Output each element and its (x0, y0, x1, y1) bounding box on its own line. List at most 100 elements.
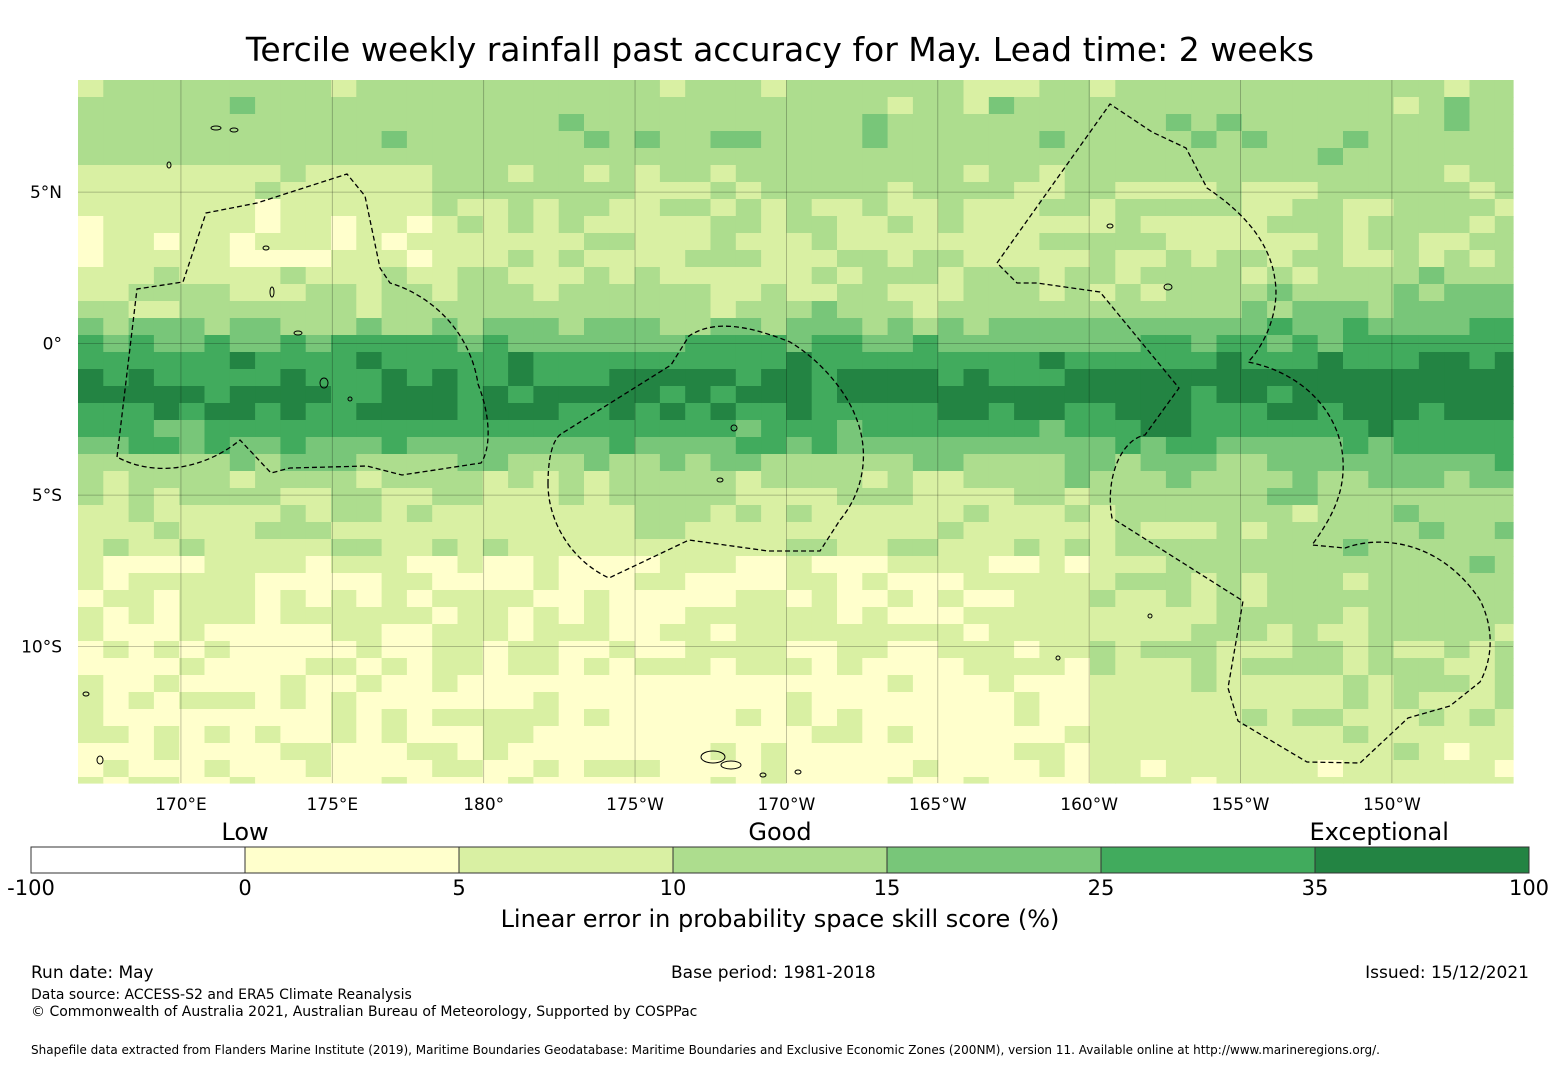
grid-cell (988, 80, 1015, 98)
grid-cell (78, 335, 104, 353)
grid-cell (558, 403, 585, 421)
grid-cell (1267, 420, 1293, 438)
grid-cell (1064, 165, 1091, 183)
grid-cell (735, 556, 762, 574)
grid-cell (103, 420, 130, 438)
grid-cell (1494, 471, 1514, 489)
grid-cell (710, 182, 737, 200)
grid-cell (1090, 573, 1116, 591)
grid-cell (381, 267, 408, 285)
grid-cell (78, 454, 104, 472)
grid-cell (179, 301, 206, 319)
grid-cell (1343, 590, 1369, 608)
grid-cell (761, 556, 787, 574)
grid-cell (1165, 199, 1192, 217)
grid-cell (1115, 97, 1142, 115)
grid-cell (1368, 233, 1395, 251)
grid-cell (153, 403, 180, 421)
grid-cell (78, 148, 104, 166)
grid-cell (229, 641, 256, 659)
grid-cell (659, 267, 686, 285)
grid-cell (1241, 131, 1268, 149)
grid-cell (811, 454, 838, 472)
grid-cell (837, 97, 863, 115)
grid-cell (1014, 556, 1040, 574)
grid-cell (533, 114, 560, 132)
grid-cell (963, 352, 990, 370)
grid-cell (609, 454, 636, 472)
grid-cell (685, 403, 712, 421)
grid-cell (255, 233, 281, 251)
grid-cell (1494, 437, 1514, 455)
grid-cell (887, 573, 914, 591)
grid-cell (584, 199, 610, 217)
grid-cell (179, 80, 206, 98)
grid-cell (1064, 301, 1091, 319)
grid-cell (1393, 267, 1420, 285)
grid-cell (78, 284, 104, 302)
grid-cell (1165, 301, 1192, 319)
grid-cell (1090, 420, 1116, 438)
grid-cell (128, 454, 155, 472)
grid-cell (963, 165, 990, 183)
grid-cell (457, 267, 484, 285)
grid-cell (1292, 216, 1319, 234)
grid-cell (1014, 233, 1040, 251)
grid-cell (609, 607, 636, 625)
grid-cell (432, 675, 459, 693)
grid-cell (1267, 641, 1293, 659)
grid-cell (1039, 131, 1066, 149)
grid-cell (1191, 539, 1218, 557)
grid-cell (1090, 454, 1116, 472)
grid-cell (938, 352, 965, 370)
grid-cell (963, 607, 990, 625)
grid-cell (78, 675, 104, 693)
grid-cell (988, 454, 1015, 472)
grid-cell (331, 403, 357, 421)
grid-cell (1267, 471, 1293, 489)
grid-cell (1418, 318, 1445, 336)
grid-cell (786, 80, 813, 98)
grid-cell (1241, 454, 1268, 472)
grid-cell (1241, 641, 1268, 659)
grid-cell (558, 233, 585, 251)
grid-cell (432, 522, 459, 540)
grid-cell (280, 556, 307, 574)
grid-cell (482, 284, 509, 302)
grid-cell (558, 318, 585, 336)
grid-cell (280, 624, 307, 642)
grid-cell (1444, 420, 1471, 438)
grid-cell (1191, 131, 1218, 149)
grid-cell (811, 148, 838, 166)
grid-cell (103, 131, 130, 149)
grid-cell (1444, 233, 1471, 251)
grid-cell (255, 301, 281, 319)
grid-cell (786, 97, 813, 115)
grid-cell (938, 658, 965, 676)
grid-cell (1014, 403, 1040, 421)
grid-cell (1292, 97, 1319, 115)
grid-cell (1014, 199, 1040, 217)
grid-cell (280, 148, 307, 166)
grid-cell (1292, 454, 1319, 472)
grid-cell (78, 471, 104, 489)
grid-cell (128, 539, 155, 557)
grid-cell (1444, 216, 1471, 234)
grid-cell (1014, 165, 1040, 183)
grid-cell (432, 590, 459, 608)
grid-cell (179, 369, 206, 387)
grid-cell (179, 335, 206, 353)
grid-cell (735, 522, 762, 540)
grid-cell (381, 505, 408, 523)
grid-cell (1090, 488, 1116, 506)
grid-cell (685, 352, 712, 370)
grid-cell (356, 641, 383, 659)
grid-cell (1115, 641, 1142, 659)
grid-cell (1393, 335, 1420, 353)
grid-cell (963, 80, 990, 98)
issued-date: Issued: 15/12/2021 (1365, 963, 1529, 983)
grid-cell (1494, 114, 1514, 132)
grid-cell (1140, 131, 1167, 149)
grid-cell (1241, 522, 1268, 540)
grid-cell (1064, 454, 1091, 472)
